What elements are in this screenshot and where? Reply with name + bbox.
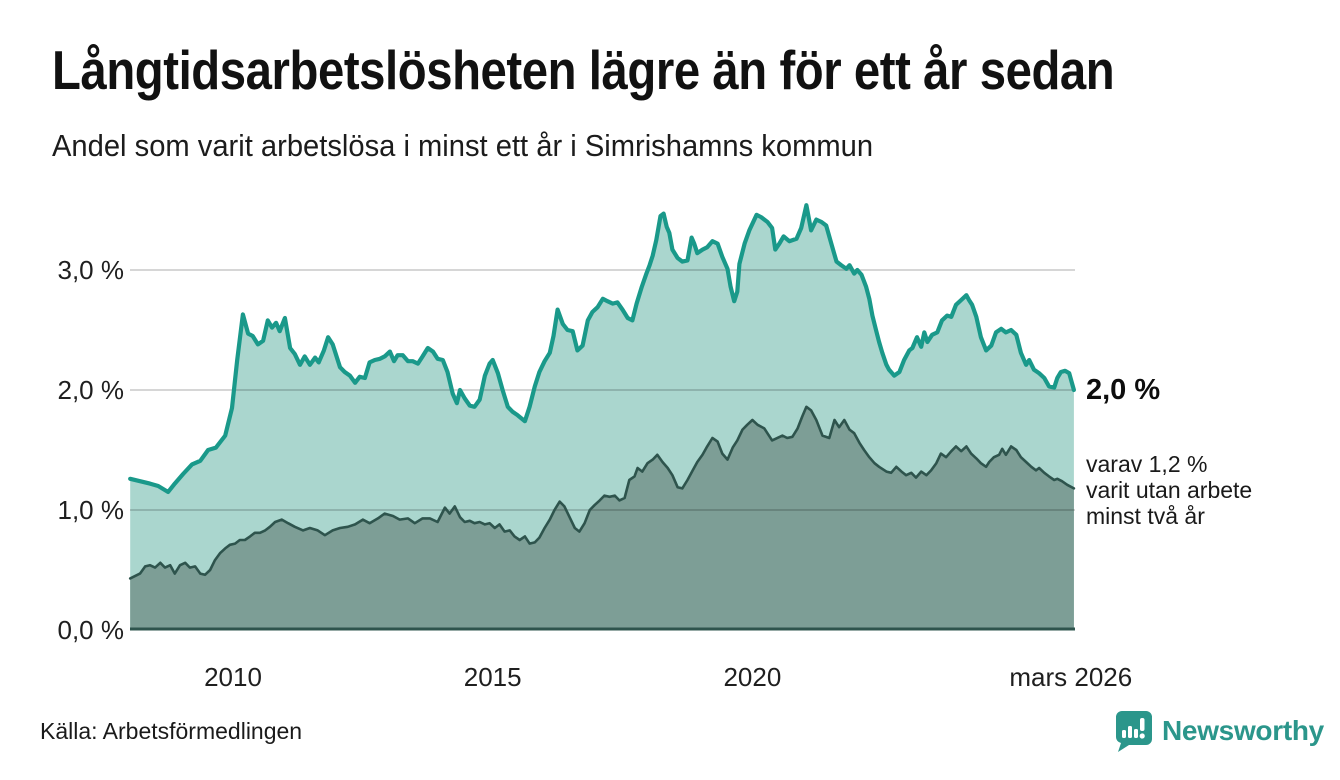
x-tick-label-mars-2026: mars 2026	[1009, 662, 1133, 692]
y-tick-label-1: 1,0 %	[57, 495, 125, 525]
line-total	[128, 203, 1076, 495]
bar-chart-speech-bubble-icon	[1115, 711, 1152, 752]
y-tick-label-0: 0,0 %	[57, 615, 125, 645]
x-tick-label-2010: 2010	[204, 662, 262, 692]
line-two-year	[128, 405, 1076, 580]
page-subtitle: Andel som varit arbetslösa i minst ett å…	[52, 128, 874, 163]
y-tick-label-2: 2,0 %	[57, 375, 125, 405]
y-tick-label-3: 3,0 %	[57, 255, 125, 285]
series-total-end-value-label: 2,0 %	[1086, 374, 1161, 406]
newsworthy-logo[interactable]: Newsworthy	[1113, 709, 1324, 753]
area-fill-two-year	[130, 406, 1074, 630]
annotation-line: minst två år	[1086, 503, 1205, 529]
source-caption: Källa: Arbetsförmedlingen	[40, 718, 303, 744]
annotation-line: varit utan arbete	[1086, 477, 1253, 503]
x-tick-label-2020: 2020	[723, 662, 782, 692]
series-two-year-annotation: varav 1,2 % varit utan arbete minst två …	[1086, 451, 1252, 529]
brand-name: Newsworthy	[1162, 715, 1324, 746]
page-title: Långtidsarbetslösheten lägre än för ett …	[52, 39, 1115, 101]
x-tick-label-2015: 2015	[463, 662, 522, 692]
annotation-line: varav 1,2 %	[1086, 451, 1208, 477]
